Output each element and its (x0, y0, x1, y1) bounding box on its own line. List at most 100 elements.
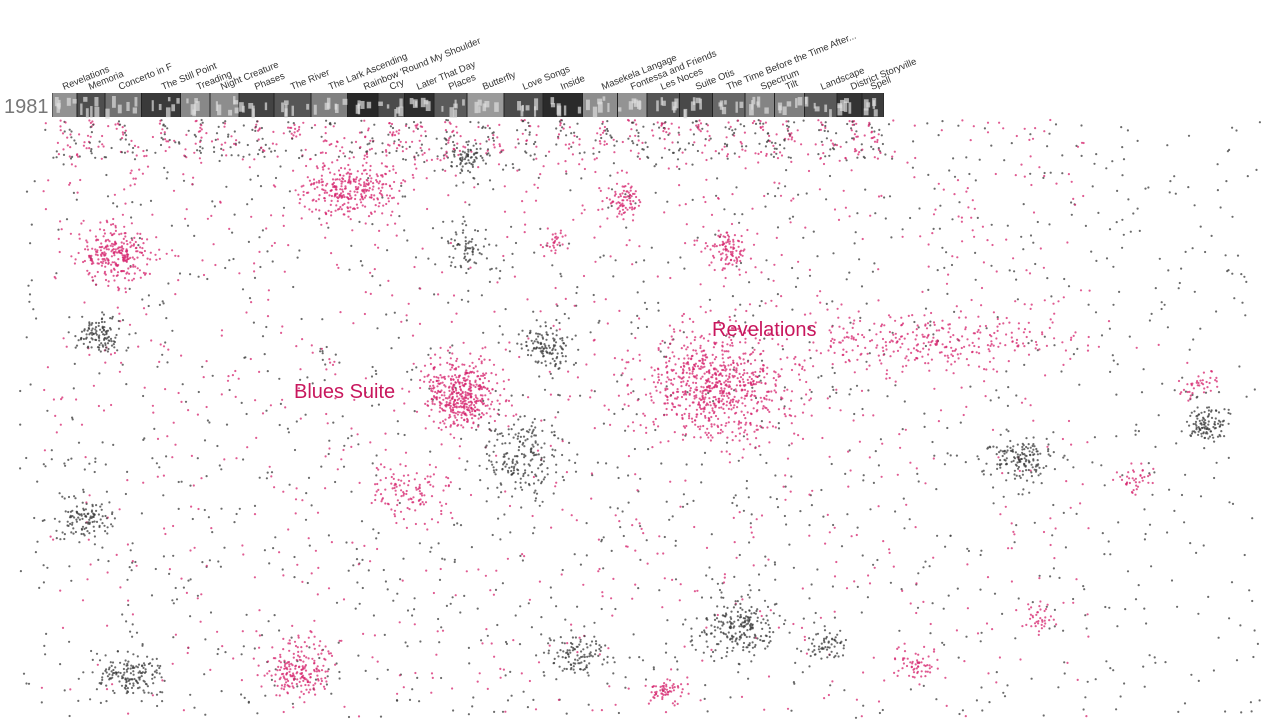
dot (107, 238, 110, 241)
dot (62, 153, 66, 156)
dot (920, 675, 923, 678)
dot (127, 599, 130, 602)
dot (638, 522, 641, 525)
dot (753, 348, 756, 351)
dot (1153, 656, 1156, 659)
dot (363, 181, 366, 184)
dot (107, 248, 110, 251)
dot (346, 206, 349, 209)
dot (451, 386, 454, 389)
dot (829, 684, 832, 687)
dot (456, 410, 460, 413)
dot (716, 424, 719, 427)
dot (323, 197, 326, 200)
dot (942, 188, 945, 191)
dot (104, 278, 108, 282)
dot (125, 620, 128, 623)
dot (578, 163, 581, 166)
dot (128, 566, 131, 569)
dot (362, 632, 365, 636)
dot (246, 446, 249, 449)
dot (293, 675, 296, 678)
dot (723, 573, 727, 576)
dot (735, 367, 738, 370)
dot (97, 262, 100, 265)
dot (428, 148, 431, 151)
dot (501, 333, 504, 336)
dot (855, 130, 858, 133)
dot (398, 484, 401, 487)
dot (141, 172, 144, 175)
dot (666, 690, 669, 694)
dot (440, 376, 443, 379)
dot (819, 301, 822, 304)
dot (256, 174, 260, 177)
dot (165, 317, 168, 320)
dot (431, 227, 435, 230)
dot (708, 411, 711, 414)
dot (454, 374, 457, 377)
dot (142, 394, 145, 398)
dot (125, 249, 128, 252)
dot (672, 368, 675, 372)
dot (1217, 636, 1220, 639)
dot (627, 455, 631, 458)
dot (320, 465, 323, 468)
dot (1023, 175, 1026, 178)
dot (739, 259, 742, 263)
dot (313, 688, 316, 691)
dot (73, 362, 76, 365)
dot (247, 240, 250, 243)
dot (532, 475, 536, 479)
dot (536, 449, 540, 452)
dot (630, 391, 633, 394)
dot (494, 373, 498, 376)
dot (782, 485, 785, 488)
dot (694, 419, 697, 422)
dot (617, 206, 620, 209)
dot (618, 520, 621, 523)
dot (205, 475, 208, 478)
dot (321, 318, 324, 321)
dot (456, 522, 459, 525)
dot (665, 688, 669, 691)
dot (381, 196, 384, 199)
dot (662, 684, 665, 688)
dot (666, 678, 669, 681)
dot (917, 653, 920, 656)
dot (130, 237, 133, 240)
dot (68, 183, 71, 186)
dot (1258, 121, 1261, 124)
dot (646, 562, 649, 565)
dot (465, 224, 468, 227)
dot (777, 187, 780, 190)
dot (753, 120, 756, 123)
dot (375, 474, 378, 477)
dot (104, 240, 107, 243)
dot (740, 396, 743, 399)
dot (752, 382, 755, 385)
dot (91, 247, 94, 250)
dot (899, 446, 902, 449)
dot (501, 710, 505, 713)
dot (297, 387, 301, 390)
dot (677, 357, 680, 360)
dot (1066, 241, 1069, 244)
dot (816, 568, 819, 571)
dot (297, 654, 300, 657)
dot (694, 362, 698, 365)
dot (772, 377, 775, 380)
dot (73, 262, 76, 265)
dot (192, 484, 195, 487)
dot (790, 422, 793, 425)
dot (70, 163, 73, 166)
dot (309, 672, 312, 676)
dot (1148, 523, 1152, 526)
dot (462, 410, 465, 413)
dot (730, 327, 734, 330)
dot (628, 135, 632, 138)
dot (663, 402, 666, 405)
dot (298, 655, 301, 659)
dot (732, 240, 735, 243)
dot (1016, 298, 1020, 301)
